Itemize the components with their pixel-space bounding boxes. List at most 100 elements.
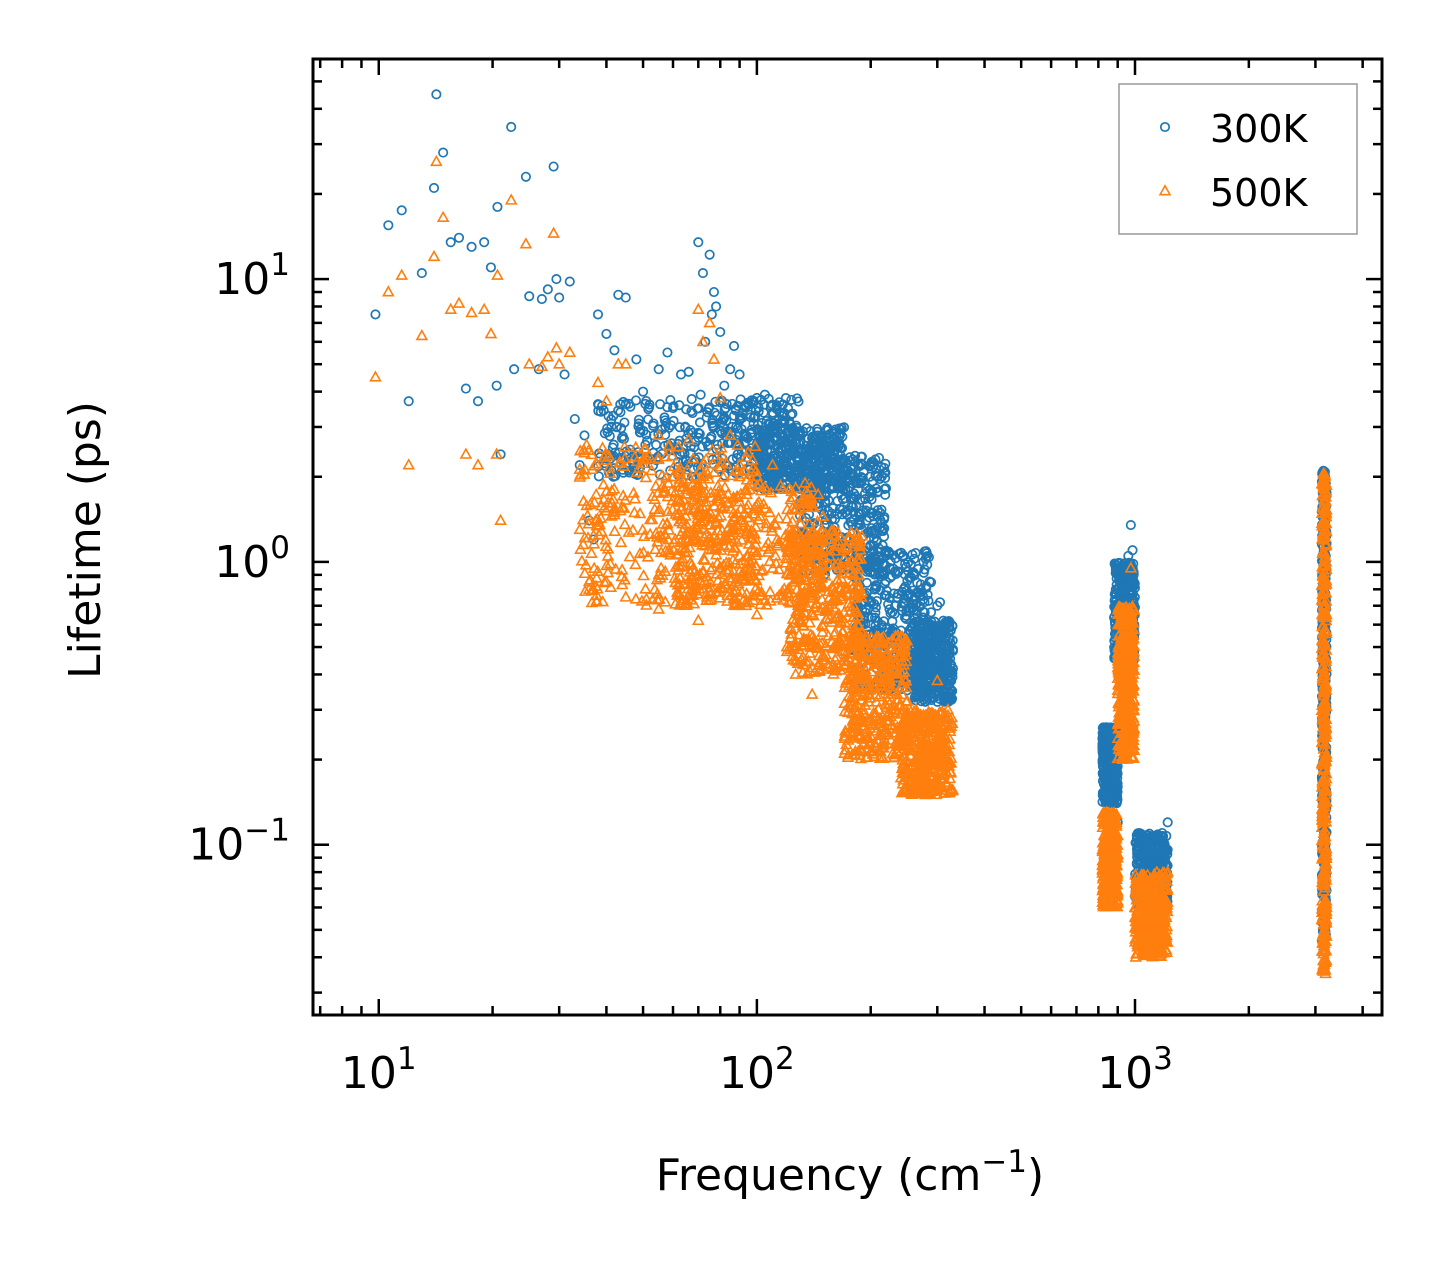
data-point-300K-band2 (847, 501, 858, 512)
data-point-300K-band0 (593, 471, 604, 482)
data-point-300K-band2 (871, 535, 882, 546)
data-point-300K-band0 (730, 403, 741, 414)
data-point-300K-band2 (844, 455, 855, 466)
data-point-300K-band2 (850, 477, 861, 488)
data-point-300K-band0 (690, 436, 701, 447)
data-point-300K-band3 (888, 563, 899, 574)
data-point-300K-band1 (803, 433, 814, 444)
data-point-300K-band0 (595, 406, 606, 417)
data-point-300K-band3 (923, 595, 934, 606)
data-point-300K-band2 (832, 509, 843, 520)
data-point-300K-band2 (843, 520, 854, 531)
data-point-300K-band0 (686, 406, 697, 417)
data-point-300K-band2 (864, 460, 875, 471)
data-point-300K-band0 (633, 414, 644, 425)
data-point-300K-band0 (634, 427, 645, 438)
data-point-300K-band2 (818, 509, 830, 520)
data-point-300K-band2 (831, 467, 842, 478)
data-point-300K-band0 (687, 427, 698, 438)
data-point-300K-band3 (921, 580, 932, 592)
data-point-300K-band2 (855, 519, 866, 530)
data-point-300K-band1 (775, 423, 786, 434)
data-point-300K-band1 (807, 433, 818, 444)
data-point-300K-band1 (830, 441, 841, 452)
data-point-300K-band0 (660, 421, 671, 432)
data-point-300K-band3 (904, 603, 915, 614)
data-point-300K-band3 (907, 549, 918, 560)
data-point-300K-band2 (854, 509, 865, 520)
data-point-300K-band0 (610, 447, 621, 458)
data-point-300K-band0 (651, 439, 662, 450)
data-point-300K-band0 (611, 421, 622, 432)
data-point-300K-band0 (642, 435, 653, 446)
data-point-300K-band0 (659, 415, 670, 426)
data-point-300K-band0 (616, 423, 627, 434)
data-point-300K-band3 (919, 564, 930, 575)
data-point-300K-band0 (683, 428, 694, 439)
data-point-300K-band1 (752, 476, 763, 487)
data-point-300K-band0 (731, 452, 742, 464)
data-point-300K-band1 (821, 425, 832, 436)
data-point-300K-band0 (739, 428, 750, 439)
data-point-300K-band3 (870, 556, 881, 567)
data-point-300K-band0 (732, 423, 743, 434)
data-point-300K-band3 (867, 612, 878, 623)
data-point-300K-band1 (773, 443, 784, 454)
data-point-300K-band3 (903, 557, 914, 568)
data-point-300K-band0 (674, 400, 685, 411)
data-point-300K-band2 (799, 465, 810, 476)
data-point-300K-band3 (902, 575, 913, 586)
data-point-300K-band0 (692, 403, 703, 414)
data-point-300K-band0 (742, 397, 753, 408)
data-point-300K-band1 (810, 444, 822, 455)
data-point-300K-band2 (835, 454, 846, 465)
data-point-300K-band1 (763, 429, 774, 440)
data-point-300K-band0 (777, 399, 788, 410)
data-point-300K-band0 (791, 393, 803, 404)
data-point-300K-band0 (665, 420, 677, 431)
data-point-300K-band0 (717, 438, 728, 449)
data-point-300K-band3 (869, 584, 880, 595)
data-point-300K-band0 (606, 414, 617, 425)
data-point-300K-band3 (898, 597, 909, 608)
data-point-300K-band0 (633, 421, 644, 432)
data-point-300K-band0 (606, 421, 617, 432)
data-point-300K-band0 (694, 428, 705, 439)
data-point-300K-band0 (599, 428, 610, 439)
data-point-300K-band0 (703, 403, 714, 414)
data-point-300K-band2 (812, 475, 823, 486)
data-point-300K-band2 (860, 493, 871, 505)
data-point-300K-band0 (737, 412, 748, 423)
data-point-300K-band0 (707, 420, 718, 431)
data-point-300K-band3 (864, 597, 875, 608)
data-point-300K-band3 (921, 548, 932, 559)
data-point-300K-band3 (911, 598, 922, 609)
data-point-300K-band3 (870, 602, 881, 613)
data-point-300K-band1 (777, 466, 788, 477)
data-point-300K-band0 (748, 412, 759, 423)
data-point-300K-band0 (717, 414, 728, 425)
data-point-300K-band3 (925, 607, 937, 618)
data-point-300K-band1 (785, 442, 796, 453)
data-point-300K-band0 (655, 399, 666, 410)
data-point-300K-band3 (893, 566, 904, 577)
data-point-300K-band0 (733, 438, 744, 449)
data-point-300K-band2 (820, 496, 831, 507)
data-point-300K-band3 (876, 620, 887, 631)
plot-points (369, 89, 1333, 979)
data-point-300K-band1 (835, 428, 846, 439)
data-point-300K-band2 (801, 449, 812, 461)
data-point-300K-band3 (887, 550, 898, 561)
data-point-300K-band3 (884, 604, 895, 615)
data-point-300K-band2 (870, 470, 881, 481)
data-point-300K-band3 (894, 548, 905, 559)
data-point-300K-band2 (848, 488, 860, 499)
data-point-300K-band0 (786, 394, 797, 405)
data-point-300K-band3 (902, 589, 913, 600)
data-point-300K-band0 (765, 400, 776, 411)
data-point-300K-band1 (777, 472, 788, 484)
data-point-300K-band0 (648, 418, 659, 429)
data-point-300K-band3 (887, 616, 898, 627)
data-point-300K-band2 (879, 514, 890, 525)
